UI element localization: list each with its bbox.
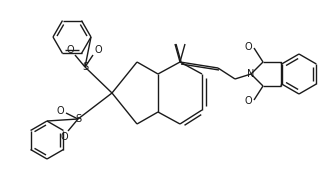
Text: N: N: [247, 69, 255, 79]
Text: S: S: [75, 114, 81, 124]
Text: S: S: [82, 62, 88, 72]
Text: O: O: [244, 42, 252, 52]
Text: O: O: [244, 96, 252, 106]
Text: O: O: [60, 132, 68, 142]
Text: O: O: [66, 45, 74, 55]
Text: O: O: [94, 45, 102, 55]
Text: O: O: [56, 106, 64, 116]
